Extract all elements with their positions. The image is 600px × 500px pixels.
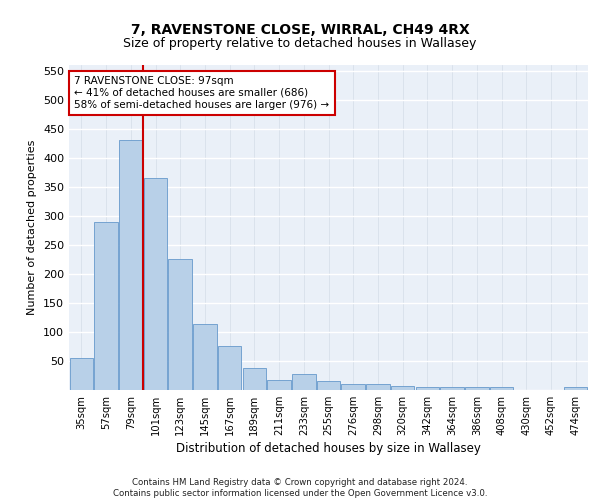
- Bar: [144, 178, 167, 390]
- Bar: [268, 380, 291, 390]
- Bar: [317, 382, 340, 390]
- Bar: [119, 140, 143, 390]
- Bar: [465, 387, 488, 390]
- Text: 7, RAVENSTONE CLOSE, WIRRAL, CH49 4RX: 7, RAVENSTONE CLOSE, WIRRAL, CH49 4RX: [131, 22, 469, 36]
- Bar: [94, 222, 118, 390]
- Bar: [490, 387, 513, 390]
- Bar: [564, 387, 587, 390]
- Bar: [416, 386, 439, 390]
- Y-axis label: Number of detached properties: Number of detached properties: [28, 140, 37, 315]
- Bar: [292, 374, 316, 390]
- Text: 7 RAVENSTONE CLOSE: 97sqm
← 41% of detached houses are smaller (686)
58% of semi: 7 RAVENSTONE CLOSE: 97sqm ← 41% of detac…: [74, 76, 329, 110]
- Bar: [70, 358, 93, 390]
- Text: Size of property relative to detached houses in Wallasey: Size of property relative to detached ho…: [124, 38, 476, 51]
- X-axis label: Distribution of detached houses by size in Wallasey: Distribution of detached houses by size …: [176, 442, 481, 455]
- Bar: [169, 260, 192, 390]
- Bar: [242, 368, 266, 390]
- Bar: [391, 386, 415, 390]
- Bar: [193, 324, 217, 390]
- Bar: [366, 384, 389, 390]
- Text: Contains HM Land Registry data © Crown copyright and database right 2024.
Contai: Contains HM Land Registry data © Crown c…: [113, 478, 487, 498]
- Bar: [341, 384, 365, 390]
- Bar: [218, 346, 241, 390]
- Bar: [440, 387, 464, 390]
